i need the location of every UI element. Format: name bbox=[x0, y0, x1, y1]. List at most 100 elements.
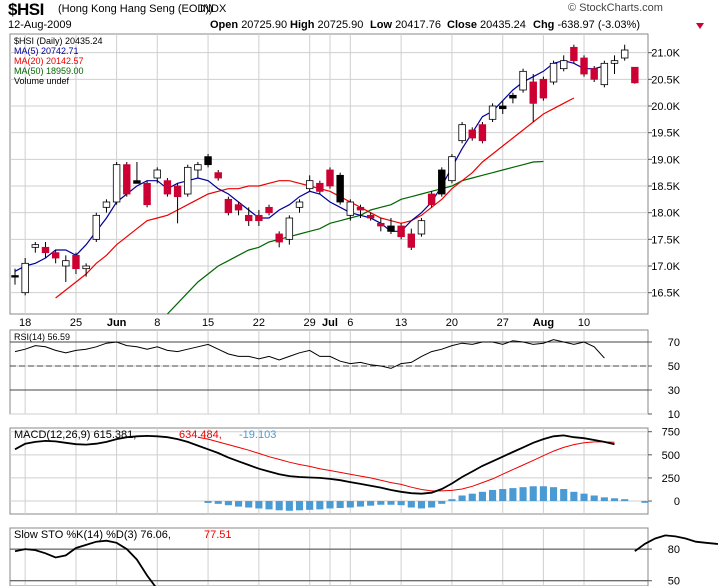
y-tick-label: 17.5K bbox=[651, 234, 680, 246]
candle-body bbox=[224, 198, 233, 214]
candle-body bbox=[184, 166, 192, 195]
histogram-bar bbox=[326, 501, 334, 509]
candle-body bbox=[580, 57, 588, 75]
y-tick-label: 50 bbox=[668, 576, 680, 586]
candle-body bbox=[560, 60, 568, 70]
histogram-bar bbox=[255, 501, 263, 509]
candle-body bbox=[499, 105, 507, 110]
candle-body bbox=[255, 214, 263, 222]
candle-body bbox=[610, 60, 619, 64]
candle-body bbox=[82, 265, 90, 270]
candle-body bbox=[153, 169, 161, 179]
rsi-line bbox=[14, 339, 605, 369]
histogram-bar bbox=[438, 501, 446, 504]
candle-body bbox=[539, 78, 548, 99]
ma20-line bbox=[55, 97, 575, 299]
y-tick-label: 10 bbox=[668, 409, 680, 421]
histogram-bar bbox=[214, 501, 222, 504]
candle-body bbox=[194, 164, 202, 171]
legend-entry: MA(50) 18959.00 bbox=[14, 66, 84, 76]
candle-body bbox=[62, 260, 70, 267]
macd-line bbox=[14, 434, 615, 495]
candle-body bbox=[570, 46, 578, 62]
histogram-bar bbox=[428, 501, 436, 508]
candle-body bbox=[275, 233, 283, 243]
histogram-bar bbox=[407, 501, 415, 508]
open-quote: Open 20725.90 bbox=[210, 19, 288, 31]
candle-body bbox=[549, 62, 558, 83]
histogram-bar bbox=[285, 501, 293, 511]
candle-body bbox=[631, 66, 639, 84]
legend-entry: 77.51 bbox=[204, 529, 232, 541]
candle-body bbox=[417, 220, 426, 235]
brand-label[interactable]: © StockCharts.com bbox=[568, 2, 663, 14]
histogram-bar bbox=[458, 495, 466, 502]
candle-body bbox=[102, 201, 111, 208]
symbol-title: $HSI bbox=[8, 0, 44, 19]
histogram-bar bbox=[377, 501, 385, 505]
candle-body bbox=[21, 262, 29, 294]
candle-body bbox=[112, 164, 121, 203]
y-tick-label: 250 bbox=[662, 473, 680, 485]
legend-entry: RSI(14) 56.59 bbox=[14, 332, 70, 342]
legend-entry: 634.484, bbox=[179, 429, 222, 441]
candle-body bbox=[458, 124, 466, 142]
close-quote: Close 20435.24 bbox=[447, 19, 526, 31]
stoch-k-line bbox=[14, 534, 718, 586]
histogram-bar bbox=[519, 487, 527, 502]
y-tick-label: 500 bbox=[662, 450, 680, 462]
histogram-bar bbox=[265, 501, 273, 510]
rsi-panel: 10 30 50 70 RSI(14) 56.59 bbox=[9, 329, 680, 421]
candle-body bbox=[11, 275, 19, 278]
change-quote: Chg -638.97 (-3.03%) bbox=[533, 19, 640, 31]
candle-body bbox=[316, 182, 324, 192]
candle-body bbox=[265, 206, 273, 214]
histogram-bar bbox=[600, 497, 608, 502]
legend-entry: -19.103 bbox=[239, 429, 276, 441]
candle-body bbox=[123, 164, 131, 195]
histogram-bar bbox=[641, 501, 649, 503]
histogram-bar bbox=[336, 501, 344, 508]
histogram-bar bbox=[417, 501, 426, 509]
histogram-bar bbox=[549, 487, 558, 502]
date-label: 12-Aug-2009 bbox=[8, 19, 72, 31]
candle-body bbox=[214, 172, 222, 179]
signal-line bbox=[197, 436, 615, 492]
candle-body bbox=[295, 201, 304, 208]
candle-body bbox=[377, 222, 385, 227]
histogram-bar bbox=[539, 486, 547, 502]
histogram-bar bbox=[529, 486, 537, 502]
histogram-bar bbox=[204, 501, 212, 503]
candle-body bbox=[92, 214, 100, 240]
candle-body bbox=[41, 246, 50, 254]
histogram-bar bbox=[306, 501, 314, 510]
candle-body bbox=[478, 124, 487, 142]
candle-body bbox=[600, 62, 609, 86]
histogram-bar bbox=[245, 501, 253, 508]
candle-body bbox=[488, 105, 497, 120]
x-tick-label: 6 bbox=[347, 317, 353, 329]
candle-body bbox=[336, 174, 344, 203]
histogram-bar bbox=[224, 501, 232, 506]
legend-entry: MA(5) 20742.71 bbox=[14, 46, 79, 56]
y-tick-label: 0 bbox=[674, 496, 680, 508]
histogram-bar bbox=[356, 501, 365, 507]
candle-body bbox=[519, 70, 527, 91]
histogram-bar bbox=[448, 499, 456, 502]
histogram-bar bbox=[478, 491, 486, 502]
exchange-label: INDX bbox=[200, 3, 227, 15]
histogram-bar bbox=[509, 488, 517, 502]
candle-body bbox=[234, 204, 243, 211]
x-tick-label: 18 bbox=[19, 317, 31, 329]
candle-body bbox=[438, 169, 446, 195]
index-name: (Hong Kong Hang Seng (EOD)) bbox=[58, 3, 213, 15]
candle-body bbox=[31, 244, 40, 248]
x-tick-label: Aug bbox=[533, 317, 554, 329]
candle-body bbox=[590, 68, 598, 80]
y-tick-label: 30 bbox=[668, 385, 680, 397]
high-quote: High 20725.90 bbox=[290, 19, 364, 31]
candle-body bbox=[397, 225, 405, 238]
candle-body bbox=[509, 94, 517, 99]
candle-body bbox=[285, 217, 294, 240]
